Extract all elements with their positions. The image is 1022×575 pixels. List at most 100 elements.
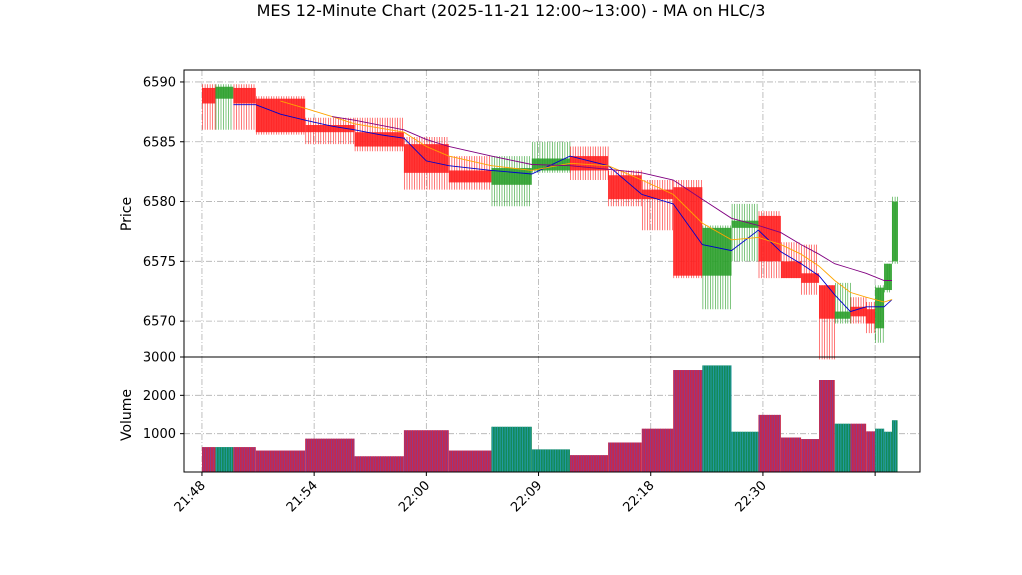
candle: [608, 170, 642, 207]
candle-wick: [608, 170, 642, 207]
candle: [255, 96, 306, 135]
volume-bar: [305, 438, 355, 472]
x-tick-label: 21:54: [284, 478, 321, 515]
candle-body: [875, 287, 885, 329]
price-candles: [201, 84, 898, 360]
candle-wick: [884, 263, 890, 293]
candle-body: [305, 125, 355, 133]
candle: [448, 156, 492, 190]
candle: [891, 196, 898, 264]
price-y-ticks: 6570 6575 6580 6585 6590: [143, 75, 184, 330]
candle-body: [731, 220, 759, 228]
volume-bar: [866, 431, 876, 472]
candle: [850, 297, 867, 324]
candle-wick: [673, 180, 702, 279]
candle-body: [884, 263, 892, 291]
candle: [884, 263, 892, 293]
x-tick-label: 22:09: [508, 478, 545, 515]
candle: [866, 302, 876, 334]
candle-body: [866, 309, 876, 324]
volume-bar-stripes: [202, 447, 214, 472]
candle: [403, 137, 449, 190]
candle: [731, 203, 759, 262]
candle: [758, 211, 781, 279]
volume-bar-stripes: [570, 455, 607, 472]
candle-wick: [892, 196, 898, 264]
volume-bar-stripes: [532, 449, 569, 472]
candle-wick: [215, 84, 232, 130]
candle-body: [215, 86, 234, 99]
candle: [673, 180, 703, 279]
price-y-tick-label: 6570: [143, 315, 176, 330]
candle: [491, 156, 532, 207]
candle-body: [403, 144, 449, 173]
volume-bar-stripes: [608, 442, 640, 472]
candle: [780, 242, 802, 279]
candle-body: [531, 158, 570, 171]
candle-wick: [875, 285, 884, 343]
volume-y-tick-label: 1000: [143, 427, 176, 442]
volume-bar-stripes: [492, 426, 531, 472]
candle: [201, 84, 216, 130]
candle-body: [255, 98, 306, 133]
volume-bar: [673, 370, 703, 472]
candle-body: [448, 170, 492, 183]
volume-bar-stripes: [732, 431, 759, 472]
ma-short-line: [233, 104, 893, 313]
candle-body: [780, 261, 802, 279]
candle-wick: [642, 180, 673, 231]
volume-bar: [875, 428, 885, 472]
candle-body: [673, 187, 703, 276]
candle: [354, 117, 404, 152]
volume-bar-stripes: [819, 380, 834, 472]
x-tick-label: 22:00: [396, 478, 433, 515]
candle-body: [891, 201, 898, 262]
price-y-tick-label: 6585: [143, 135, 176, 150]
candle-body: [801, 273, 820, 283]
volume-bar: [255, 450, 306, 472]
candle: [875, 285, 885, 343]
price-y-tick-label: 6590: [143, 75, 176, 90]
candle-wick: [449, 156, 490, 190]
volume-bar-stripes: [801, 439, 818, 472]
volume-bar-stripes: [355, 456, 404, 472]
candle: [233, 84, 256, 130]
candle-body: [702, 227, 732, 276]
x-tick-label: 21:48: [172, 478, 209, 515]
volume-bar: [891, 420, 898, 472]
volume-bar: [403, 430, 449, 472]
volume-bar-stripes: [892, 420, 897, 472]
price-y-tick-label: 6575: [143, 255, 176, 270]
volume-bar: [531, 449, 570, 472]
volume-bar-stripes: [404, 430, 448, 472]
candle: [305, 117, 355, 145]
chart-title: MES 12-Minute Chart (2025-11-21 12:00~13…: [257, 1, 766, 20]
candle-wick: [233, 84, 255, 130]
volume-bar-stripes: [674, 370, 703, 472]
volume-bar-stripes: [642, 428, 674, 472]
volume-bar-stripes: [306, 438, 355, 472]
volume-bar-stripes: [851, 423, 865, 472]
candle-wick: [305, 117, 354, 145]
candle-wick: [202, 84, 216, 130]
candle: [819, 285, 835, 360]
volume-bar-stripes: [216, 447, 232, 472]
volume-bars: [201, 365, 898, 472]
volume-y-ticks: 1000 2000 3000: [143, 351, 184, 442]
volume-bar: [608, 442, 642, 472]
candle-wick: [731, 203, 758, 262]
ma-long-line: [332, 116, 892, 281]
price-panel: 6570 6575 6580 6585 6590 Price: [119, 69, 921, 360]
volume-bar-stripes: [449, 450, 491, 472]
volume-bar-stripes: [835, 423, 849, 472]
x-axis-ticks: 21:48 21:54 22:00 22:09 22:18 22:30: [172, 472, 876, 515]
volume-bar-stripes: [256, 450, 305, 472]
volume-plot-frame: [183, 356, 921, 473]
x-tick-label: 22:18: [620, 478, 657, 515]
x-tick-label: 22:30: [733, 478, 770, 515]
candle-wick: [491, 156, 530, 207]
candle-body: [201, 87, 216, 104]
volume-y-tick-label: 2000: [143, 389, 176, 404]
candle-body: [354, 132, 404, 147]
